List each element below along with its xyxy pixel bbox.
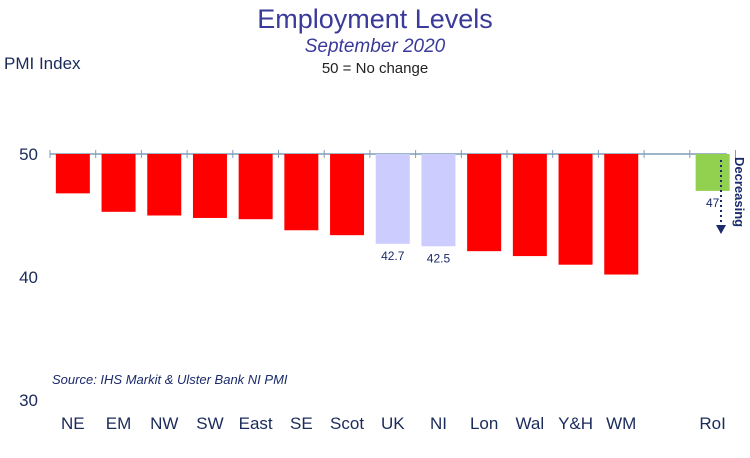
category-label: UK xyxy=(381,414,405,433)
data-label: 47 xyxy=(706,196,720,210)
bar xyxy=(467,154,502,252)
data-label: 42.5 xyxy=(427,251,451,265)
category-label: WM xyxy=(606,414,636,433)
bar xyxy=(558,154,593,265)
category-label: SE xyxy=(290,414,313,433)
bar xyxy=(330,154,365,236)
category-label: RoI xyxy=(699,414,725,433)
y-tick-label: 50 xyxy=(19,145,38,164)
chart-subtitle: September 2020 xyxy=(304,36,446,57)
bar xyxy=(147,154,182,216)
chart-note: 50 = No change xyxy=(321,60,429,77)
bar xyxy=(284,154,319,231)
bar xyxy=(238,154,273,220)
decreasing-arrow-head xyxy=(716,225,726,234)
category-label: Y&H xyxy=(558,414,593,433)
category-label: NI xyxy=(430,414,447,433)
category-label: Wal xyxy=(516,414,545,433)
category-label: Scot xyxy=(330,414,364,433)
y-axis-label: PMI Index xyxy=(4,54,81,73)
bar xyxy=(375,154,410,244)
bar xyxy=(421,154,456,247)
category-label: East xyxy=(239,414,273,433)
category-label: Lon xyxy=(470,414,498,433)
bar xyxy=(604,154,639,275)
data-label: 42.7 xyxy=(381,249,405,263)
category-label: EM xyxy=(106,414,132,433)
y-tick-label: 30 xyxy=(19,391,38,410)
decreasing-annotation: Decreasing xyxy=(732,157,747,227)
category-label: SW xyxy=(196,414,223,433)
category-label: NE xyxy=(61,414,85,433)
bar xyxy=(192,154,227,218)
bar xyxy=(55,154,90,194)
chart-title: Employment Levels xyxy=(257,4,493,34)
bar xyxy=(512,154,547,257)
bar xyxy=(101,154,136,212)
category-label: NW xyxy=(150,414,178,433)
source-note: Source: IHS Markit & Ulster Bank NI PMI xyxy=(52,372,288,387)
y-tick-label: 40 xyxy=(19,268,38,287)
bar xyxy=(695,154,730,191)
